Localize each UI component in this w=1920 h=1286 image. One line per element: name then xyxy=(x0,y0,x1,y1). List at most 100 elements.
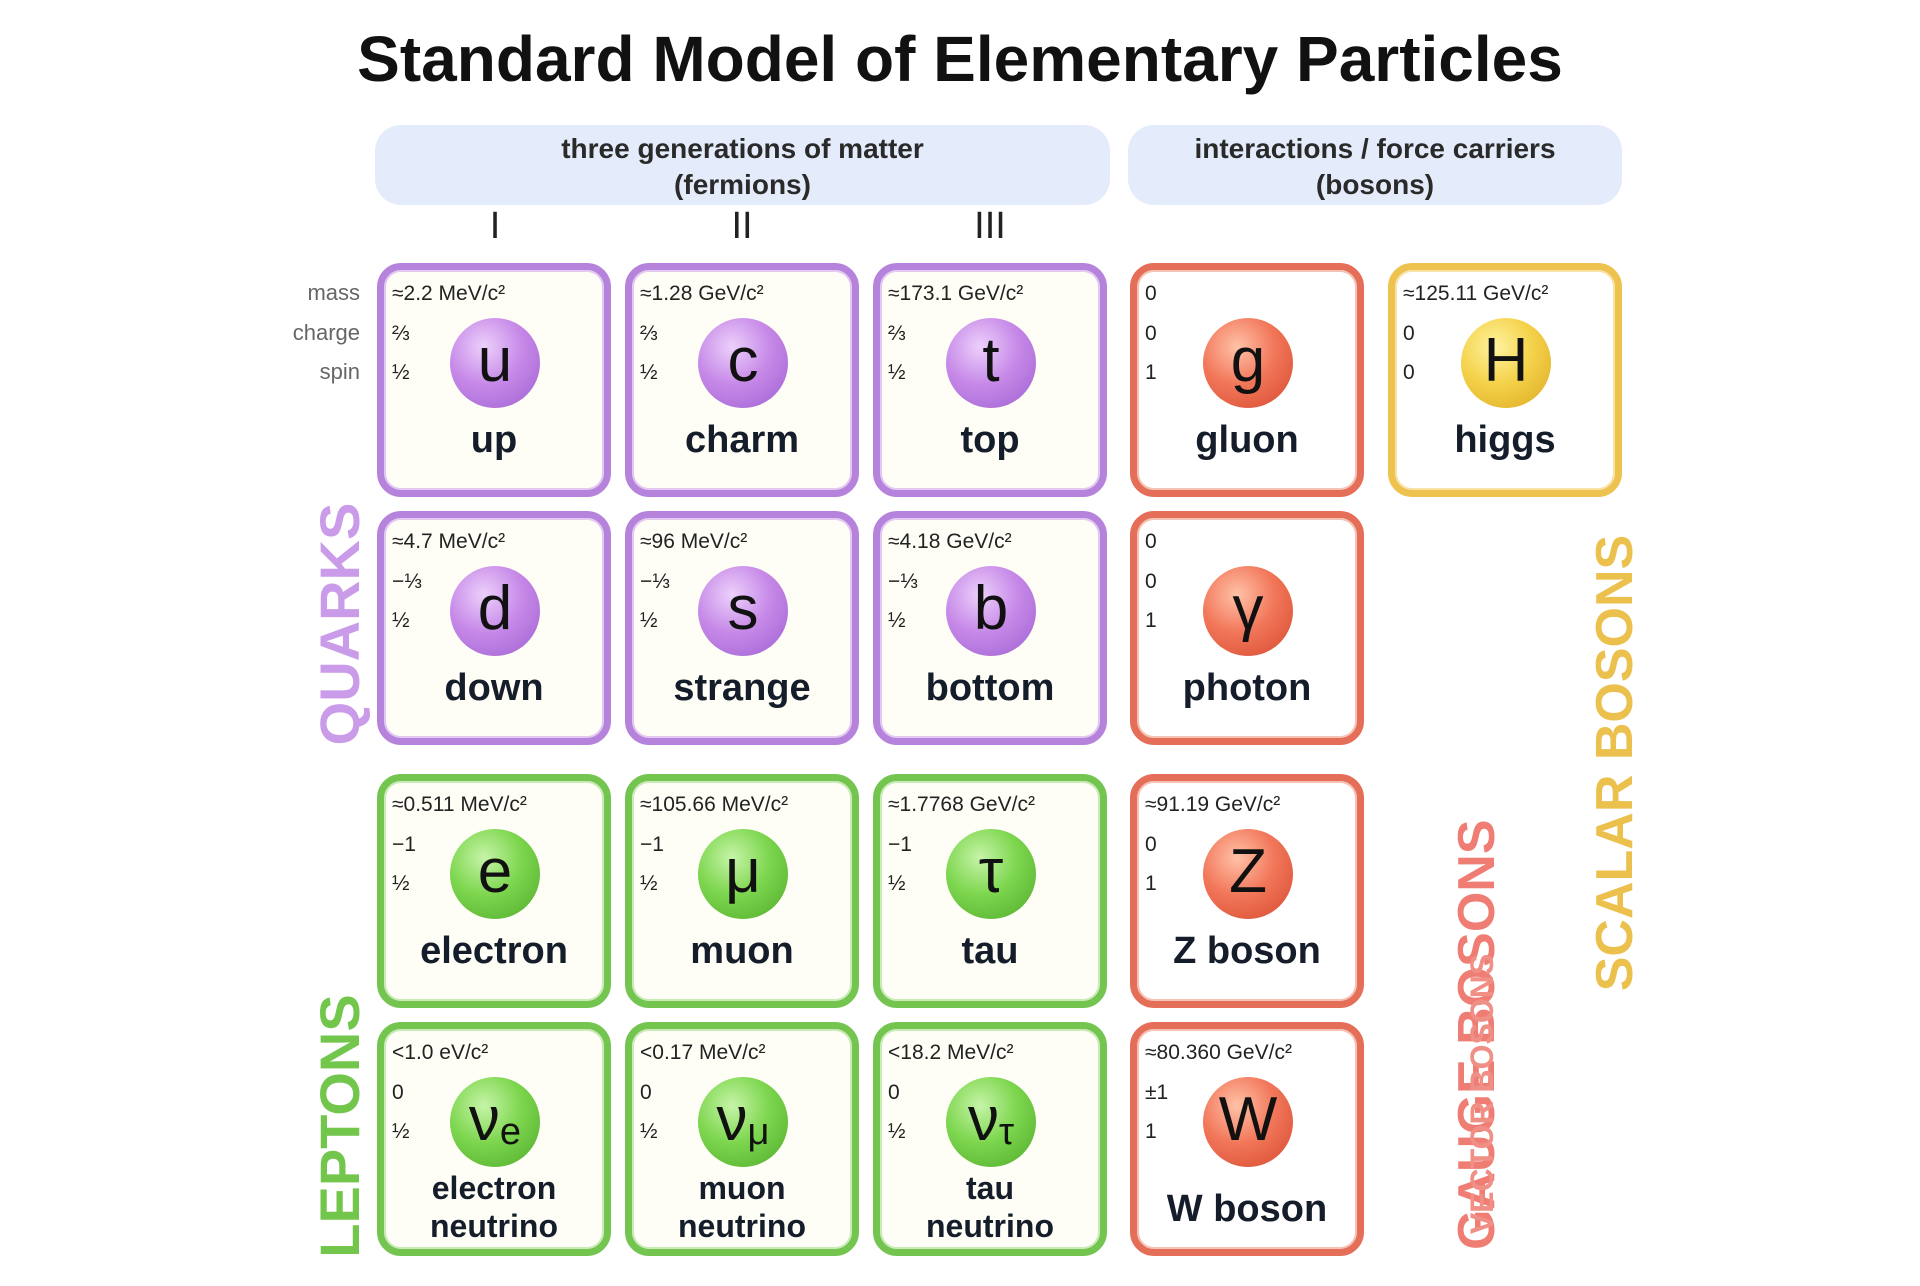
fermions-header-line1: three generations of matter xyxy=(561,133,924,164)
particle-name: charm xyxy=(684,419,800,461)
mass-value: ≈105.66 MeV/c² xyxy=(640,793,789,816)
spin-value: ½ xyxy=(640,361,658,384)
particle-name: muon neutrino xyxy=(632,1169,852,1245)
particle-card-muon[interactable]: ≈105.66 MeV/c² −1 ½ μ muon xyxy=(625,774,859,1008)
particle-card-tau-neutrino[interactable]: <18.2 MeV/c² 0 ½ ντ tau neutrino xyxy=(873,1022,1107,1256)
spin-value: 1 xyxy=(1145,361,1157,384)
particle-name: top xyxy=(960,419,1020,461)
particle-name: electron xyxy=(420,930,568,972)
spin-value: ½ xyxy=(392,609,410,632)
page-title: Standard Model of Elementary Particles xyxy=(357,23,1563,95)
charge-value: ⅔ xyxy=(392,322,410,345)
particle-symbol: τ xyxy=(946,829,1036,919)
charge-row-label: charge xyxy=(292,320,360,345)
charge-value: −1 xyxy=(392,833,416,856)
vector-bosons-label: VECTOR BOSONS xyxy=(1464,953,1500,1235)
charge-value: 0 xyxy=(1403,322,1415,345)
fermions-header-line2: (fermions) xyxy=(674,169,811,200)
particle-card-strange[interactable]: ≈96 MeV/c² −⅓ ½ s strange xyxy=(625,511,859,745)
charge-value: −⅓ xyxy=(888,570,918,593)
particle-card-electron-neutrino[interactable]: <1.0 eV/c² 0 ½ νe electron neutrino xyxy=(377,1022,611,1256)
symbol-main: ν xyxy=(716,1085,748,1154)
particle-name: photon xyxy=(1182,667,1312,709)
mass-value: <1.0 eV/c² xyxy=(392,1041,489,1064)
particle-name: electron neutrino xyxy=(384,1169,604,1245)
particle-card-w-boson[interactable]: ≈80.360 GeV/c² ±1 1 W W boson xyxy=(1130,1022,1364,1256)
particle-card-charm[interactable]: ≈1.28 GeV/c² ⅔ ½ c charm xyxy=(625,263,859,497)
mass-value: 0 xyxy=(1145,530,1157,553)
particle-symbol: Z xyxy=(1203,829,1293,919)
mass-value: ≈96 MeV/c² xyxy=(640,530,748,553)
mass-value: ≈2.2 MeV/c² xyxy=(392,282,506,305)
mass-value: ≈4.18 GeV/c² xyxy=(888,530,1012,553)
symbol-subscript: μ xyxy=(747,1111,770,1153)
charge-value: ⅔ xyxy=(888,322,906,345)
particle-card-up[interactable]: ≈2.2 MeV/c² ⅔ ½ u up xyxy=(377,263,611,497)
spin-value: ½ xyxy=(640,609,658,632)
mass-value: ≈125.11 GeV/c² xyxy=(1403,282,1549,305)
mass-row-label: mass xyxy=(307,280,360,305)
charge-value: −1 xyxy=(888,833,912,856)
particle-name-line2: neutrino xyxy=(430,1208,558,1244)
charge-value: 0 xyxy=(392,1081,404,1104)
charge-value: −⅓ xyxy=(640,570,670,593)
leptons-label: LEPTONS xyxy=(308,994,371,1258)
particle-card-muon-neutrino[interactable]: <0.17 MeV/c² 0 ½ νμ muon neutrino xyxy=(625,1022,859,1256)
particle-card-top[interactable]: ≈173.1 GeV/c² ⅔ ½ t top xyxy=(873,263,1107,497)
symbol-subscript: e xyxy=(499,1111,522,1153)
particle-card-higgs[interactable]: ≈125.11 GeV/c² 0 0 H higgs xyxy=(1388,263,1622,497)
particle-symbol: c xyxy=(698,318,788,408)
particle-name-line1: electron xyxy=(431,1170,557,1206)
particle-symbol: g xyxy=(1203,318,1293,408)
generation-2-label: II xyxy=(731,205,753,247)
quarks-label: QUARKS xyxy=(308,502,371,746)
particle-symbol: μ xyxy=(698,829,788,919)
bosons-header-line1: interactions / force carriers xyxy=(1194,133,1556,164)
particle-name: bottom xyxy=(925,667,1055,709)
charge-value: ±1 xyxy=(1145,1081,1169,1104)
spin-value: ½ xyxy=(640,872,658,895)
particle-name: tau xyxy=(961,930,1019,972)
spin-value: 0 xyxy=(1403,361,1415,384)
spin-value: ½ xyxy=(888,361,906,384)
particle-name: strange xyxy=(673,667,811,709)
spin-value: ½ xyxy=(392,872,410,895)
particle-symbol: H xyxy=(1461,318,1551,408)
particle-symbol: b xyxy=(946,566,1036,656)
particle-symbol: νμ xyxy=(698,1077,788,1167)
spin-value: 1 xyxy=(1145,872,1157,895)
particle-name: up xyxy=(470,419,518,461)
fermions-header: three generations of matter (fermions) xyxy=(375,125,1110,205)
symbol-subscript: τ xyxy=(998,1111,1014,1153)
particle-card-electron[interactable]: ≈0.511 MeV/c² −1 ½ e electron xyxy=(377,774,611,1008)
charge-value: 0 xyxy=(1145,570,1157,593)
particle-card-z-boson[interactable]: ≈91.19 GeV/c² 0 1 Z Z boson xyxy=(1130,774,1364,1008)
mass-value: ≈1.28 GeV/c² xyxy=(640,282,764,305)
particle-card-photon[interactable]: 0 0 1 γ photon xyxy=(1130,511,1364,745)
particle-symbol: W xyxy=(1203,1077,1293,1167)
symbol-main: ν xyxy=(967,1085,999,1154)
bosons-header-line2: (bosons) xyxy=(1315,169,1435,200)
particle-card-tau[interactable]: ≈1.7768 GeV/c² −1 ½ τ tau xyxy=(873,774,1107,1008)
particle-name: down xyxy=(444,667,544,709)
particle-name-line1: muon xyxy=(698,1170,786,1206)
particle-name-line2: neutrino xyxy=(926,1208,1054,1244)
particle-name: higgs xyxy=(1454,419,1556,461)
particle-name: muon xyxy=(690,930,794,972)
particle-card-bottom[interactable]: ≈4.18 GeV/c² −⅓ ½ b bottom xyxy=(873,511,1107,745)
spin-value: 1 xyxy=(1145,609,1157,632)
particle-name: W boson xyxy=(1166,1188,1328,1230)
spin-value: ½ xyxy=(640,1120,658,1143)
particle-symbol: e xyxy=(450,829,540,919)
mass-value: ≈80.360 GeV/c² xyxy=(1145,1041,1292,1064)
particle-card-down[interactable]: ≈4.7 MeV/c² −⅓ ½ d down xyxy=(377,511,611,745)
charge-value: −1 xyxy=(640,833,664,856)
mass-value: 0 xyxy=(1145,282,1157,305)
particle-symbol: s xyxy=(698,566,788,656)
particle-name: tau neutrino xyxy=(880,1169,1100,1245)
bosons-header: interactions / force carriers (bosons) xyxy=(1128,125,1622,205)
particle-symbol: γ xyxy=(1203,566,1293,656)
particle-card-gluon[interactable]: 0 0 1 g gluon xyxy=(1130,263,1364,497)
spin-value: ½ xyxy=(888,609,906,632)
